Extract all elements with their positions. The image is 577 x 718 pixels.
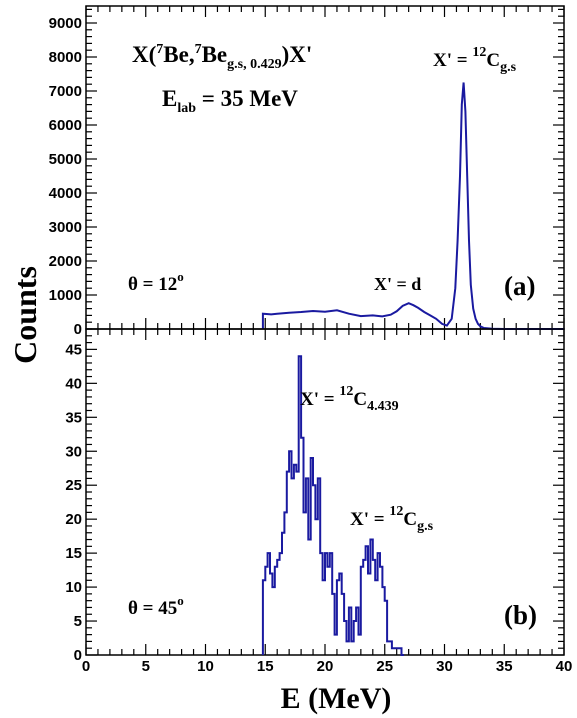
panel-b-y-tick-labels: 0 5 10 15 20 25 30 35 40 45 xyxy=(65,341,82,664)
panel-b-peak-label-4439: X' = 12C4.439 xyxy=(300,384,399,414)
x-axis-title: E (MeV) xyxy=(281,682,392,715)
reaction-label: X(7Be,7Beg.s, 0.429)X' xyxy=(132,42,312,72)
y-axis-title: Counts xyxy=(7,266,43,364)
panel-b-label: (b) xyxy=(504,600,537,630)
panel-b-peak-label-gs: X' = 12Cg.s xyxy=(350,504,434,534)
x-tick-label: 15 xyxy=(257,658,274,675)
panel-b-x-tick-labels: 0 5 10 15 20 25 30 35 40 xyxy=(82,658,573,675)
x-tick-label: 40 xyxy=(556,658,573,675)
x-tick-label: 0 xyxy=(82,658,90,675)
panel-b-y-tick-label: 10 xyxy=(65,579,82,596)
panel-a-y-tick-label: 7000 xyxy=(49,83,82,100)
panel-a-y-tick-label: 5000 xyxy=(49,151,82,168)
panel-b-y-tick-label: 40 xyxy=(65,375,82,392)
panel-a-label: (a) xyxy=(504,271,535,301)
panel-a-y-tick-label: 6000 xyxy=(49,117,82,134)
panel-b-y-tick-label: 25 xyxy=(65,477,82,494)
panel-a-angle-label: θ = 12o xyxy=(128,269,184,295)
panel-a-y-tick-labels: 0 1000 2000 3000 4000 5000 6000 7000 8000 9000 xyxy=(49,15,82,338)
beam-energy-label: Elab = 35 MeV xyxy=(162,86,298,116)
panel-b-y-tick-label: 35 xyxy=(65,409,82,426)
panel-b-y-tick-label: 15 xyxy=(65,545,82,562)
panel-a-ticks xyxy=(85,6,565,330)
panel-a-y-tick-label: 0 xyxy=(74,321,82,338)
panel-a-peak-label-gs: X' = 12Cg.s xyxy=(433,45,517,75)
x-tick-label: 30 xyxy=(436,658,453,675)
panel-b-ticks xyxy=(85,328,565,656)
panel-b-y-tick-label: 0 xyxy=(74,647,82,664)
panel-a-y-tick-label: 2000 xyxy=(49,253,82,270)
x-tick-label: 25 xyxy=(376,658,393,675)
panel-b-y-tick-label: 30 xyxy=(65,443,82,460)
panel-a-y-tick-label: 8000 xyxy=(49,49,82,66)
panel-a-peak-label-d: X' = d xyxy=(374,274,421,294)
panel-a-y-tick-label: 3000 xyxy=(49,219,82,236)
x-tick-label: 10 xyxy=(197,658,214,675)
panel-b-y-tick-label: 45 xyxy=(65,341,82,358)
panel-a-y-tick-label: 4000 xyxy=(49,185,82,202)
x-tick-label: 35 xyxy=(496,658,513,675)
panel-b-y-tick-label: 20 xyxy=(65,511,82,528)
panel-a: 0 1000 2000 3000 4000 5000 6000 7000 8000 9000 X(… xyxy=(49,5,565,338)
x-tick-label: 5 xyxy=(142,658,150,675)
x-tick-label: 20 xyxy=(317,658,334,675)
panel-b-histogram xyxy=(261,355,404,656)
panel-a-y-tick-label: 1000 xyxy=(49,287,82,304)
panel-b-y-tick-label: 5 xyxy=(74,613,82,630)
panel-b: 0 5 10 15 20 25 30 35 40 45 0 5 10 15 20 25 30 35 40 X' =… xyxy=(65,328,573,675)
panel-a-spectrum-line xyxy=(261,82,564,330)
panel-b-angle-label: θ = 45o xyxy=(128,593,184,619)
panel-a-y-tick-label: 9000 xyxy=(49,15,82,32)
